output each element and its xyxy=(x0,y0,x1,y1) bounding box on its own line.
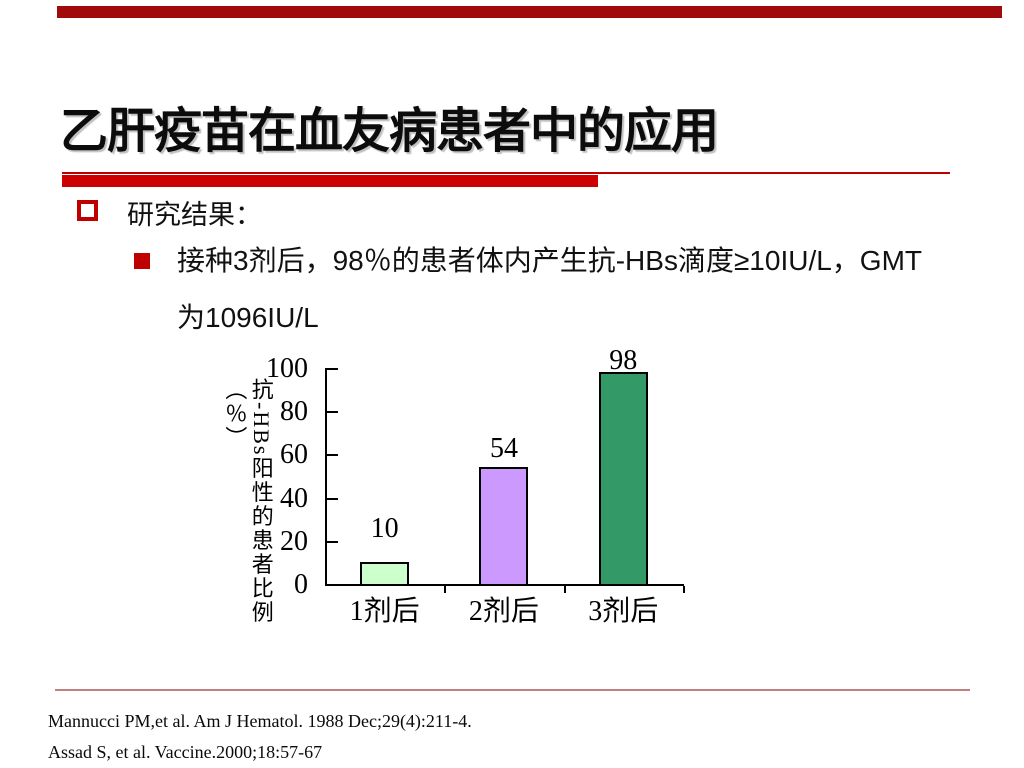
filled-square-bullet-icon xyxy=(134,253,150,269)
y-tick-label: 40 xyxy=(280,482,308,514)
y-tick-label: 20 xyxy=(280,525,308,557)
bullet-level2-text-line2: 为1096IU/L xyxy=(177,302,319,333)
page-title: 乙肝疫苗在血友病患者中的应用 xyxy=(60,105,719,158)
x-category-label: 1剂后 xyxy=(349,596,420,627)
y-axis-line xyxy=(325,368,327,586)
y-tick-label: 0 xyxy=(294,569,308,600)
chart-bar xyxy=(479,467,529,586)
x-category-label: 2剂后 xyxy=(468,596,539,627)
title-underline-bar xyxy=(62,175,598,187)
chart-bar xyxy=(360,562,410,586)
y-tick-label: 80 xyxy=(280,396,308,428)
bullet-level1-text: 研究结果： xyxy=(127,200,262,230)
y-tick-mark xyxy=(327,368,338,370)
x-tick-mark xyxy=(682,586,685,593)
bullet-level2-text-line1: 接种3剂后，98％的患者体内产生抗-HBs滴度≥10IU/L，GMT xyxy=(177,245,923,276)
bar-value-label: 98 xyxy=(609,345,638,376)
y-tick-mark xyxy=(327,454,338,457)
chart-bar xyxy=(598,372,648,586)
bar-value-label: 10 xyxy=(370,513,399,544)
y-tick-label: 100 xyxy=(266,353,308,384)
top-accent-band xyxy=(57,6,1002,18)
y-tick-mark xyxy=(327,540,338,543)
reference-citation-2: Assad S, et al. Vaccine.2000;18:57-67 xyxy=(48,742,323,762)
y-tick-mark xyxy=(327,411,338,414)
title-underline-thin xyxy=(62,172,950,174)
hollow-square-bullet-icon xyxy=(77,200,98,221)
y-tick-label: 60 xyxy=(280,439,308,471)
x-category-label: 3剂后 xyxy=(588,596,659,627)
y-axis-title: 抗-HBs阳性的患者比例（％） xyxy=(222,378,274,625)
x-tick-mark xyxy=(444,586,447,593)
x-tick-mark xyxy=(563,586,566,593)
bar-value-label: 54 xyxy=(489,433,518,464)
y-tick-mark xyxy=(327,497,338,500)
footer-divider-line xyxy=(55,689,970,691)
reference-citation-1: Mannucci PM,et al. Am J Hematol. 1988 De… xyxy=(48,711,472,731)
